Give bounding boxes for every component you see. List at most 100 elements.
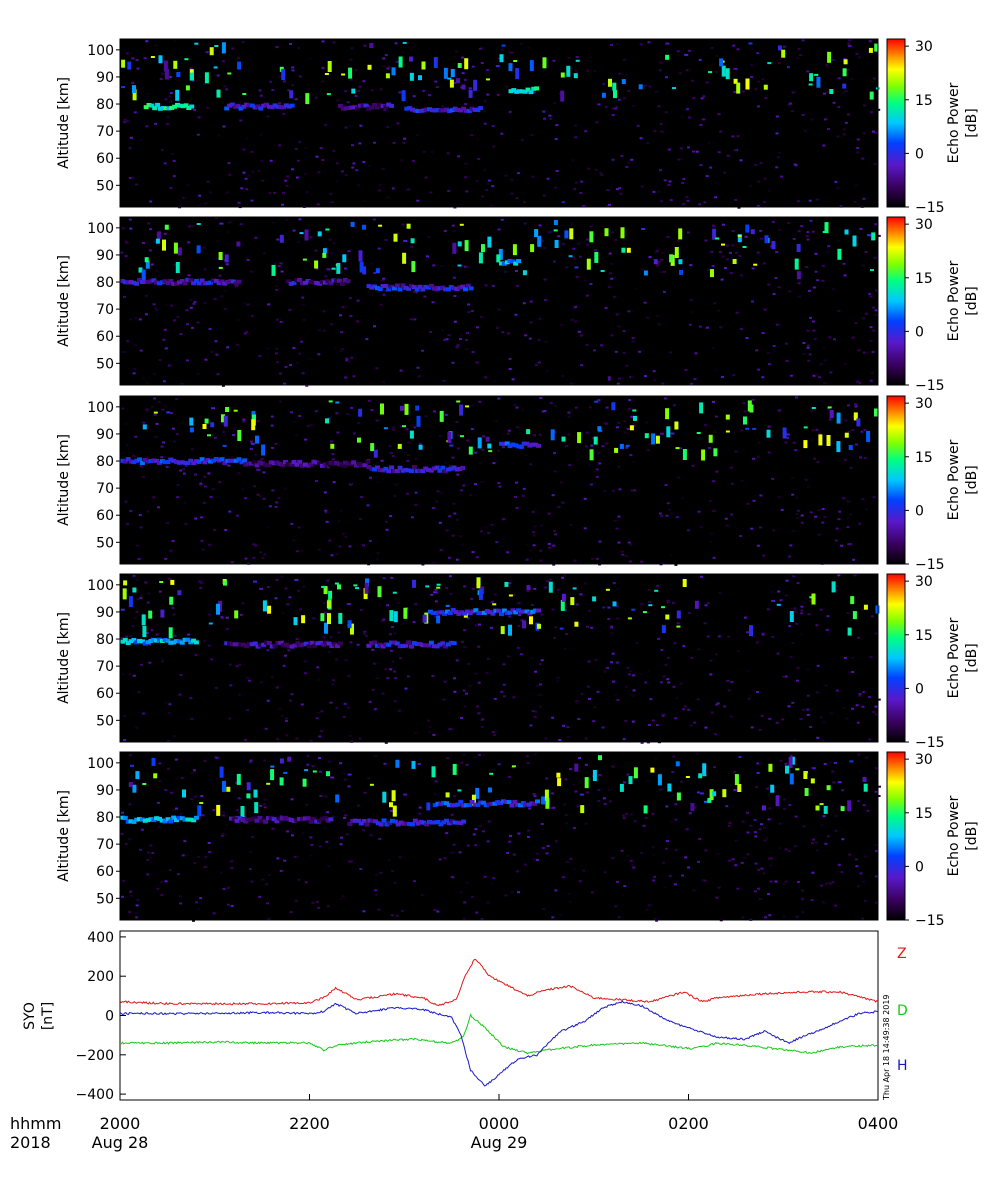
noise-cell: [263, 798, 267, 801]
noise-cell: [222, 431, 226, 433]
echo-spot: [261, 444, 266, 456]
noise-cell: [475, 361, 479, 364]
noise-cell: [283, 487, 287, 490]
noise-cell: [552, 59, 556, 62]
noise-cell: [606, 189, 610, 192]
echo-cell: [120, 639, 125, 644]
noise-cell: [614, 107, 618, 110]
noise-cell: [800, 514, 804, 517]
echo-cell: [337, 104, 343, 108]
noise-cell: [344, 126, 348, 129]
echo-cell: [513, 261, 519, 266]
echo-spot: [464, 58, 469, 70]
noise-cell: [597, 789, 601, 791]
noise-cell: [347, 675, 351, 678]
noise-cell: [540, 823, 544, 825]
noise-cell: [794, 610, 797, 613]
noise-cell: [806, 708, 810, 711]
noise-cell: [548, 231, 552, 234]
echo-cell: [143, 105, 149, 110]
echo-cell: [243, 462, 249, 467]
noise-cell: [500, 545, 504, 548]
echo-spot: [508, 63, 513, 72]
echo-cell: [272, 103, 278, 108]
noise-cell: [371, 688, 375, 691]
noise-cell: [772, 345, 776, 347]
noise-cell: [393, 632, 397, 635]
echo-spot: [128, 782, 133, 788]
noise-cell: [653, 918, 657, 920]
noise-cell: [752, 457, 755, 460]
noise-cell: [712, 224, 716, 227]
noise-cell: [141, 377, 145, 380]
echo-cell: [235, 103, 241, 108]
noise-cell: [171, 427, 175, 430]
echo-spot: [164, 224, 169, 230]
echo-cell: [208, 280, 214, 285]
echo-cell: [506, 800, 512, 805]
noise-cell: [562, 724, 565, 727]
noise-cell: [600, 344, 603, 347]
echo-cell: [463, 803, 469, 808]
noise-cell: [734, 864, 738, 867]
noise-cell: [740, 861, 744, 864]
noise-cell: [496, 326, 499, 329]
echo-spot: [667, 783, 672, 792]
noise-cell: [250, 836, 254, 839]
noise-cell: [789, 754, 793, 757]
echo-cell: [269, 644, 275, 649]
noise-cell: [182, 472, 186, 475]
echo-spot: [874, 43, 879, 52]
noise-cell: [216, 240, 220, 243]
noise-cell: [460, 761, 464, 764]
noise-cell: [315, 267, 319, 270]
noise-cell: [611, 114, 615, 117]
echo-spot: [569, 228, 574, 240]
y-tick-label: 80: [96, 454, 114, 470]
noise-cell: [347, 250, 351, 253]
noise-cell: [795, 496, 799, 499]
noise-cell: [169, 100, 173, 103]
noise-cell: [750, 726, 754, 729]
noise-cell: [540, 659, 544, 662]
noise-cell: [161, 408, 165, 411]
noise-cell: [124, 843, 128, 845]
noise-cell: [291, 168, 295, 171]
echo-spot: [162, 239, 166, 251]
noise-cell: [868, 40, 872, 43]
noise-cell: [443, 338, 447, 341]
noise-cell: [207, 472, 211, 475]
echo-cell: [128, 459, 134, 464]
echo-cell: [168, 640, 174, 645]
noise-cell: [197, 908, 201, 910]
echo-cell: [369, 641, 375, 646]
noise-cell: [483, 100, 487, 103]
noise-cell: [855, 443, 858, 446]
noise-cell: [325, 520, 329, 523]
noise-cell: [178, 693, 182, 696]
noise-cell: [310, 843, 314, 846]
noise-cell: [761, 633, 765, 636]
echo-cell: [269, 105, 275, 110]
noise-cell: [136, 598, 140, 601]
noise-cell: [655, 919, 659, 922]
noise-cell: [667, 184, 671, 186]
noise-cell: [271, 827, 275, 830]
echo-cell: [383, 466, 389, 471]
noise-cell: [289, 911, 293, 914]
noise-cell: [776, 156, 780, 159]
noise-cell: [227, 464, 231, 467]
echo-cell: [288, 818, 294, 822]
noise-cell: [386, 196, 390, 199]
noise-cell: [816, 664, 820, 667]
noise-cell: [817, 533, 821, 536]
echo-cell: [224, 106, 230, 111]
noise-cell: [497, 228, 501, 231]
echo-cell: [424, 822, 430, 827]
echo-cell: [461, 819, 467, 824]
noise-cell: [171, 540, 175, 542]
noise-cell: [497, 763, 501, 766]
noise-cell: [290, 798, 294, 801]
noise-cell: [319, 770, 322, 773]
noise-cell: [593, 69, 597, 72]
